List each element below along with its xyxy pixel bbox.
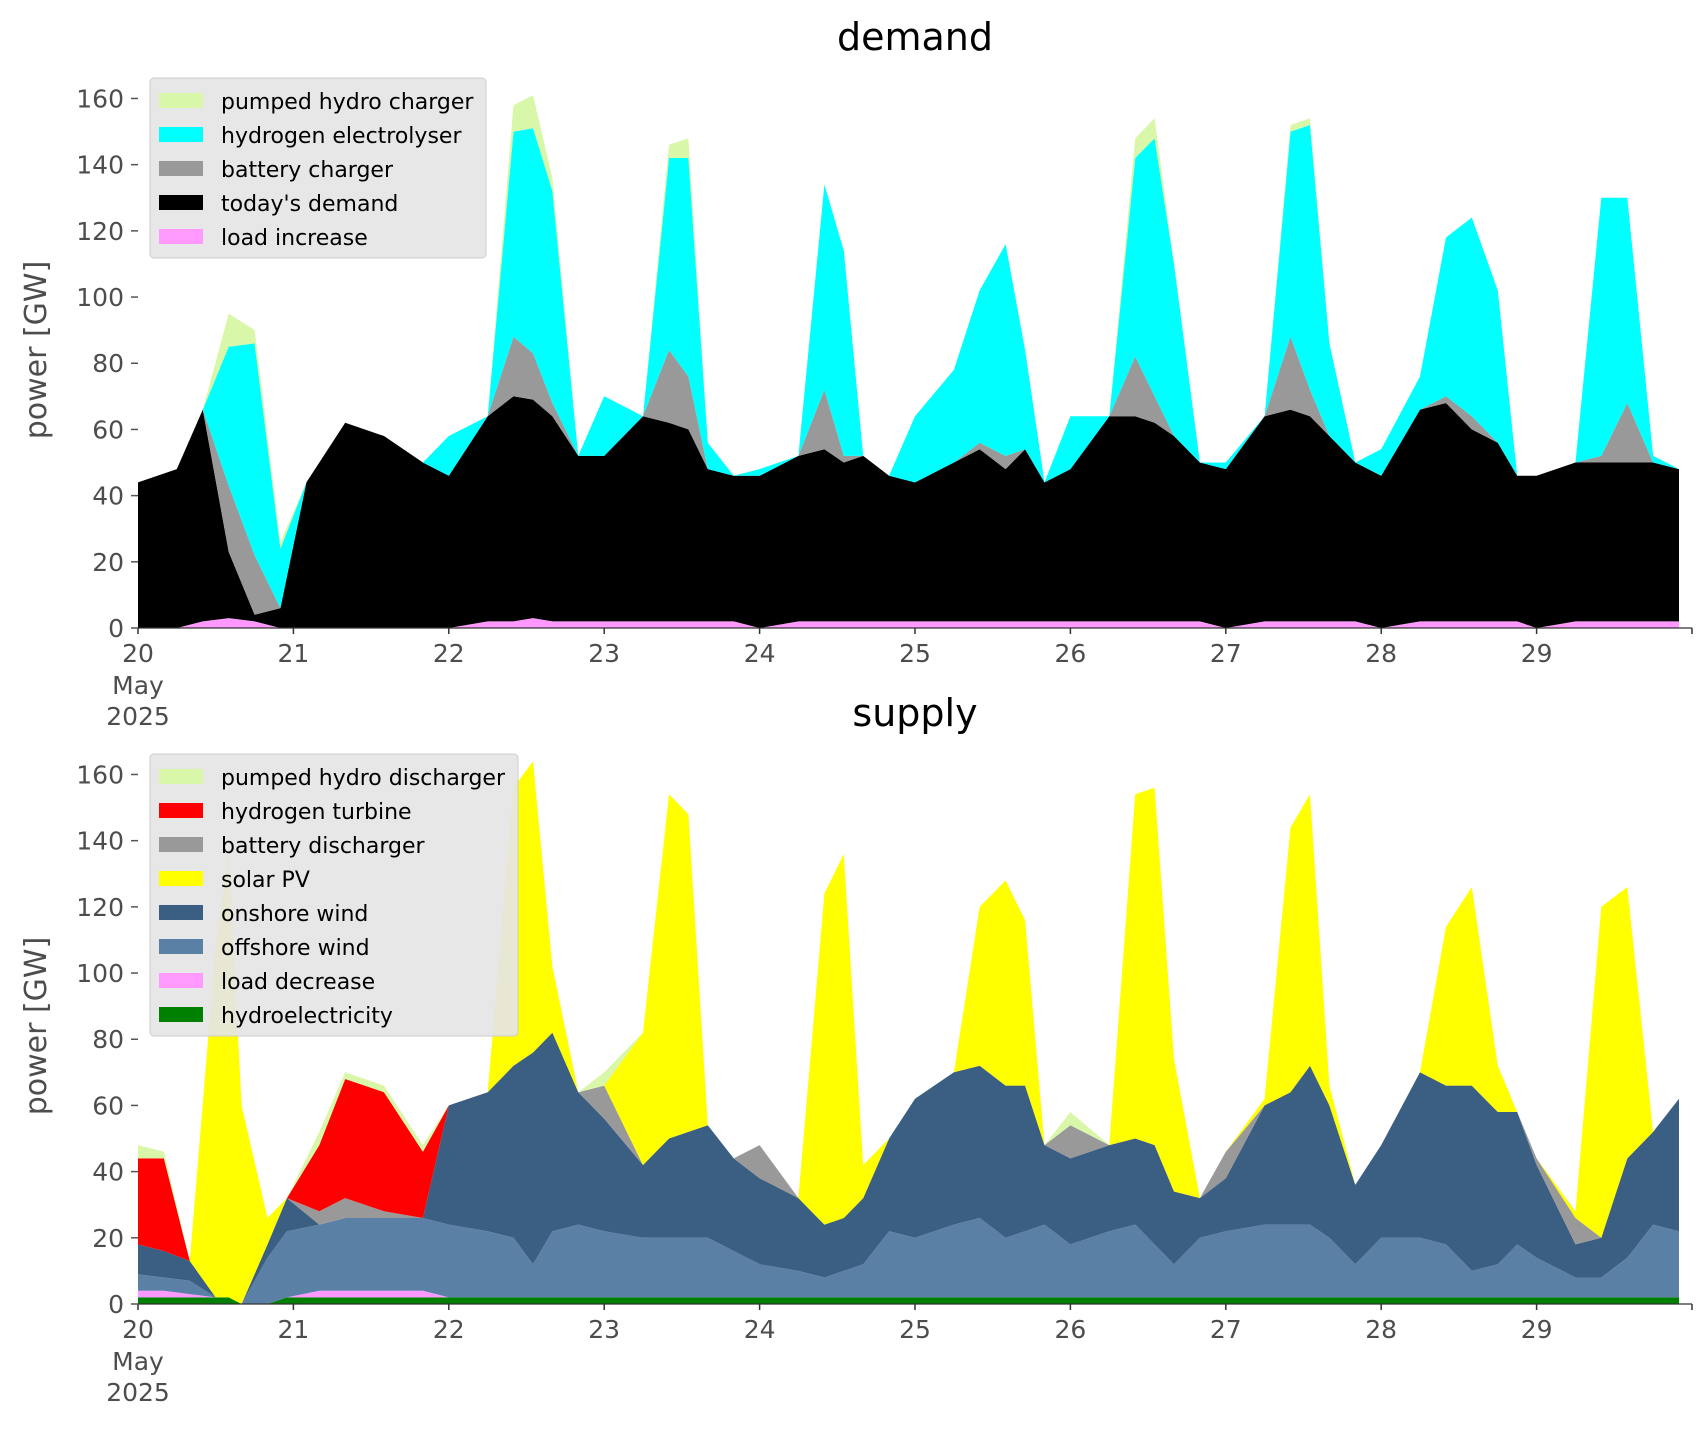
- y-tick-label: 100: [76, 959, 124, 988]
- legend-label-onshore-wind: onshore wind: [221, 902, 368, 927]
- legend-swatch-solar-pv: [159, 871, 203, 886]
- legend-label-battery-charger: battery charger: [221, 158, 394, 183]
- x-tick-label: 23: [588, 639, 620, 668]
- y-tick-label: 20: [92, 548, 124, 577]
- y-tick-label: 160: [76, 760, 124, 789]
- x-tick-label: 23: [588, 1315, 620, 1344]
- x-tick-sublabel: May: [112, 671, 164, 700]
- y-tick-label: 40: [92, 1158, 124, 1187]
- y-axis-label: power [GW]: [19, 261, 54, 440]
- legend-swatch-battery-discharger: [159, 837, 203, 852]
- x-tick-label: 21: [277, 639, 309, 668]
- legend-box: [149, 753, 519, 1037]
- y-tick-label: 160: [76, 84, 124, 113]
- legend-label-hydroelectricity: hydroelectricity: [221, 1004, 393, 1029]
- x-tick-label: 22: [433, 639, 465, 668]
- x-tick-label: 20: [122, 1315, 154, 1344]
- legend-label-pumped-hydro-discharger: pumped hydro discharger: [221, 766, 506, 791]
- x-tick-label: 25: [899, 639, 931, 668]
- legend-label-solar-pv: solar PV: [221, 868, 310, 893]
- area-load-increase: [138, 618, 1679, 628]
- y-tick-label: 0: [108, 614, 124, 643]
- y-tick-label: 80: [92, 349, 124, 378]
- x-tick-label: 26: [1054, 1315, 1086, 1344]
- y-tick-label: 80: [92, 1025, 124, 1054]
- supply-panel: 20 21 22 23 24 25 26 27 28 29May20250204060801001…: [19, 691, 1693, 1407]
- legend-swatch-offshore-wind: [159, 939, 203, 954]
- x-tick-label: 25: [899, 1315, 931, 1344]
- legend: pumped hydro discharger hydrogen turbine b…: [149, 753, 519, 1037]
- x-tick-sublabel: May: [112, 1347, 164, 1376]
- x-tick-label: 28: [1365, 1315, 1397, 1344]
- y-tick-label: 20: [92, 1224, 124, 1253]
- y-tick-label: 120: [76, 217, 124, 246]
- area-hydrogen-electrolyser: [138, 125, 1679, 609]
- area-hydroelectricity: [138, 1297, 1679, 1304]
- legend-swatch-load-increase: [159, 229, 203, 244]
- y-tick-label: 100: [76, 283, 124, 312]
- legend-swatch-battery-charger: [159, 161, 203, 176]
- legend-label-battery-discharger: battery discharger: [221, 834, 426, 859]
- legend-label-offshore-wind: offshore wind: [221, 936, 370, 961]
- area-solar-pv: [138, 761, 1679, 1304]
- legend-label-load-increase: load increase: [221, 226, 368, 251]
- legend-label-hydrogen-electrolyser: hydrogen electrolyser: [221, 124, 462, 149]
- legend: pumped hydro charger hydrogen electrolyse…: [149, 77, 487, 259]
- legend-label-pumped-hydro-charger: pumped hydro charger: [221, 90, 474, 115]
- area-load-decrease: [138, 1290, 1679, 1304]
- chart-title: demand: [837, 15, 993, 59]
- legend-swatch-pumped-hydro-discharger: [159, 769, 203, 784]
- legend-box: [149, 77, 487, 259]
- area-battery-charger: [138, 336, 1679, 615]
- x-tick-label: 22: [433, 1315, 465, 1344]
- x-tick-sublabel: 2025: [106, 1378, 170, 1407]
- area-onshore-wind: [138, 1032, 1679, 1304]
- x-tick-label: 29: [1521, 1315, 1553, 1344]
- x-tick-label: 24: [744, 1315, 776, 1344]
- area-offshore-wind: [138, 1218, 1679, 1304]
- x-tick-label: 28: [1365, 639, 1397, 668]
- y-axis-label: power [GW]: [19, 937, 54, 1116]
- legend-swatch-onshore-wind: [159, 905, 203, 920]
- legend-label-hydrogen-turbine: hydrogen turbine: [221, 800, 412, 825]
- x-tick-sublabel: 2025: [106, 702, 170, 731]
- legend-swatch-today-s-demand: [159, 195, 203, 210]
- legend-swatch-hydroelectricity: [159, 1007, 203, 1022]
- y-tick-label: 60: [92, 1091, 124, 1120]
- x-tick-label: 27: [1210, 1315, 1242, 1344]
- legend-swatch-hydrogen-electrolyser: [159, 127, 203, 142]
- demand-panel: 20 21 22 23 24 25 26 27 28 29May20250204060801001…: [19, 15, 1693, 731]
- y-tick-label: 0: [108, 1290, 124, 1319]
- chart-title: supply: [852, 691, 977, 735]
- legend-swatch-pumped-hydro-charger: [159, 93, 203, 108]
- y-tick-label: 140: [76, 151, 124, 180]
- legend-label-load-decrease: load decrease: [221, 970, 375, 995]
- x-tick-label: 29: [1521, 639, 1553, 668]
- x-tick-label: 27: [1210, 639, 1242, 668]
- x-tick-label: 20: [122, 639, 154, 668]
- y-tick-label: 40: [92, 482, 124, 511]
- legend-swatch-load-decrease: [159, 973, 203, 988]
- x-tick-label: 24: [744, 639, 776, 668]
- y-tick-label: 120: [76, 893, 124, 922]
- x-tick-label: 21: [277, 1315, 309, 1344]
- legend-swatch-hydrogen-turbine: [159, 803, 203, 818]
- x-tick-label: 26: [1054, 639, 1086, 668]
- area-today-s-demand: [138, 396, 1679, 628]
- legend-label-today-s-demand: today's demand: [221, 192, 398, 217]
- y-tick-label: 140: [76, 827, 124, 856]
- y-tick-label: 60: [92, 415, 124, 444]
